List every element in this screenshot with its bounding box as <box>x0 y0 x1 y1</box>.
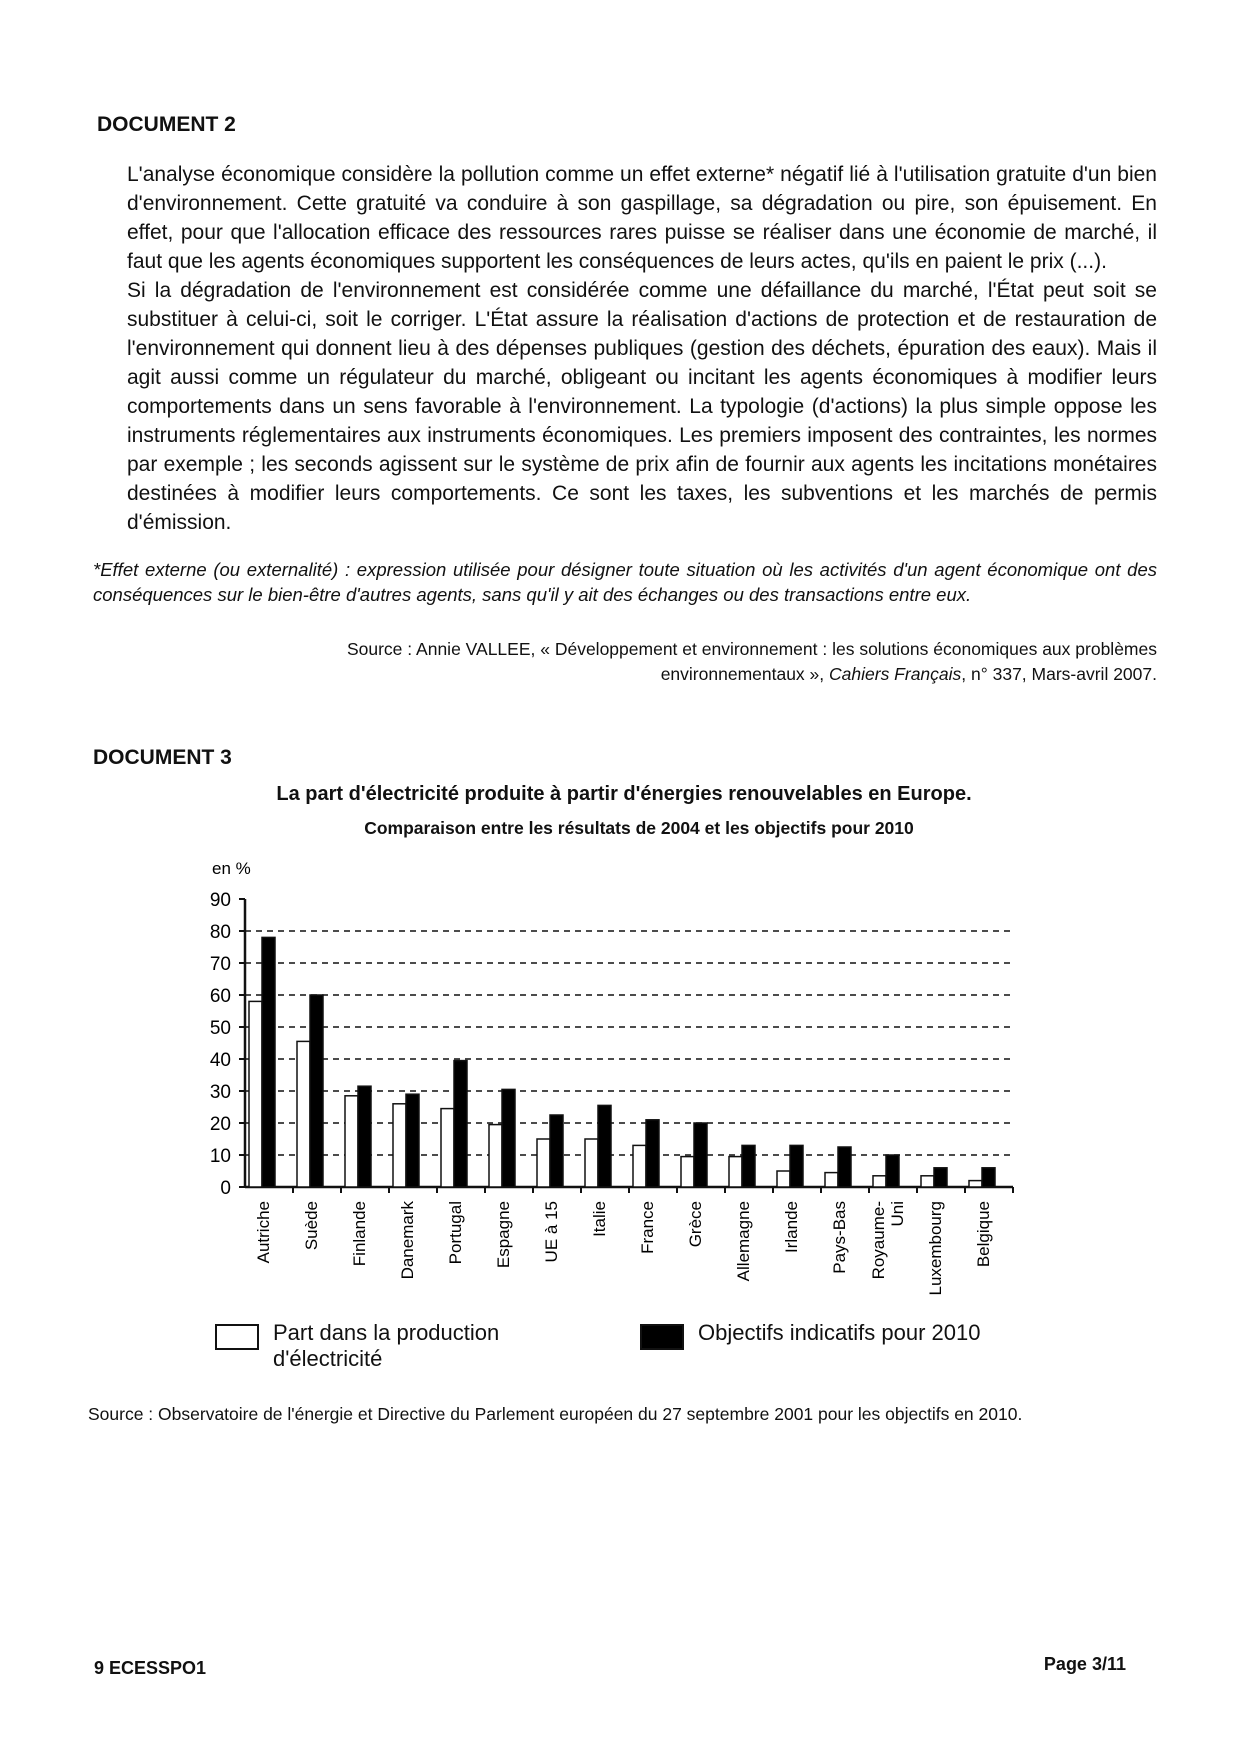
legend-item-part: Part dans la production d'électricité <box>215 1320 640 1372</box>
bar-objectif-2010 <box>405 1093 420 1188</box>
page-number: Page 3/11 <box>1043 1654 1126 1674</box>
bar-objectif-2010 <box>453 1059 468 1188</box>
x-category-label: Pays-Bas <box>830 1201 849 1274</box>
chart-title: La part d'électricité produite à partir … <box>276 783 972 805</box>
bar-part-2004 <box>488 1123 503 1188</box>
source-publication: Cahiers Français <box>829 664 962 684</box>
bar-part-2004 <box>872 1175 887 1188</box>
legend-item-objectifs: Objectifs indicatifs pour 2010 <box>640 1320 981 1372</box>
x-category-label: Belgique <box>974 1201 993 1267</box>
y-tick-label: 20 <box>210 1114 231 1135</box>
document-2-heading: DOCUMENT 2 <box>97 113 236 136</box>
bar-part-2004 <box>584 1138 599 1188</box>
footnote: *Effet externe (ou externalité) : expres… <box>93 559 1157 605</box>
bar-objectif-2010 <box>741 1144 756 1188</box>
x-category-label: Suède <box>302 1201 321 1250</box>
y-tick-label: 10 <box>210 1146 231 1167</box>
y-tick-label: 60 <box>210 986 231 1007</box>
y-tick-label: 50 <box>210 1018 231 1039</box>
source-line: Source : Annie VALLEE, « Développement e… <box>346 639 1157 659</box>
bar-part-2004 <box>824 1171 839 1188</box>
bar-objectif-2010 <box>981 1167 996 1188</box>
bar-objectif-2010 <box>645 1119 660 1188</box>
paragraph: Si la dégradation de l'environnement est… <box>127 279 1157 534</box>
bar-chart: en % 0 10 20 30 40 50 60 70 80 90 Autriche Suède Finl… <box>210 859 1014 1296</box>
document-2-text: L'analyse économique considère la pollut… <box>127 160 1157 537</box>
document-3-source: Source : Observatoire de l'énergie et Di… <box>88 1404 1023 1424</box>
legend: Part dans la production d'électricité Ob… <box>215 1320 1248 1372</box>
x-category-label: Uni <box>888 1201 907 1227</box>
source-text: environnementaux », <box>660 664 830 684</box>
x-category-label: Portugal <box>446 1201 465 1264</box>
bar-objectif-2010 <box>261 936 276 1188</box>
legend-label: Objectifs indicatifs pour 2010 <box>698 1320 981 1345</box>
bar-part-2004 <box>296 1040 311 1188</box>
bar-part-2004 <box>776 1170 791 1188</box>
y-tick-label: 0 <box>220 1178 231 1199</box>
bar-objectif-2010 <box>789 1144 804 1188</box>
document-3-heading: DOCUMENT 3 <box>93 746 232 769</box>
x-category-label: France <box>638 1201 657 1254</box>
x-category-label: Finlande <box>350 1201 369 1266</box>
bar-objectif-2010 <box>357 1085 372 1188</box>
x-category-label: Irlande <box>782 1201 801 1253</box>
paragraph: L'analyse économique considère la pollut… <box>127 163 1157 273</box>
source-text: , n° 337, Mars-avril 2007. <box>961 664 1157 684</box>
x-category-label: Espagne <box>494 1201 513 1268</box>
bar-objectif-2010 <box>933 1167 948 1188</box>
bar-objectif-2010 <box>597 1104 612 1188</box>
y-tick-label: 80 <box>210 922 231 943</box>
bar-part-2004 <box>392 1103 407 1188</box>
y-tick-label: 30 <box>210 1082 231 1103</box>
x-category-label: Royaume- <box>869 1201 888 1279</box>
bar-objectif-2010 <box>501 1088 516 1188</box>
page-content: DOCUMENT 2 L'analyse économique considèr… <box>0 112 1248 1426</box>
bar-objectif-2010 <box>885 1154 900 1188</box>
document-2-source: Source : Annie VALLEE, « Développement e… <box>180 637 1157 687</box>
x-category-label: Luxembourg <box>926 1201 945 1296</box>
y-tick-label: 90 <box>210 890 231 911</box>
x-category-label: Italie <box>590 1201 609 1237</box>
x-category-label: Danemark <box>398 1201 417 1280</box>
x-category-label: Autriche <box>254 1201 273 1263</box>
bar-part-2004 <box>248 1000 263 1188</box>
legend-swatch-black <box>640 1324 684 1350</box>
bar-objectif-2010 <box>549 1114 564 1188</box>
bar-objectif-2010 <box>837 1146 852 1188</box>
y-tick-label: 40 <box>210 1050 231 1071</box>
legend-swatch-white <box>215 1324 259 1350</box>
bar-part-2004 <box>680 1155 695 1188</box>
source-line: environnementaux », Cahiers Français, n°… <box>180 662 1157 687</box>
bar-part-2004 <box>968 1179 983 1188</box>
x-category-label: Allemagne <box>734 1201 753 1281</box>
x-category-label: UE à 15 <box>542 1201 561 1262</box>
y-axis-unit: en % <box>212 859 251 878</box>
y-tick-label: 70 <box>210 954 231 975</box>
legend-label: Part dans la production d'électricité <box>273 1320 500 1371</box>
bar-part-2004 <box>536 1138 551 1188</box>
bar-part-2004 <box>920 1175 935 1188</box>
bar-part-2004 <box>344 1095 359 1188</box>
bar-part-2004 <box>632 1144 647 1188</box>
bar-part-2004 <box>440 1107 455 1188</box>
chart-subtitle: Comparaison entre les résultats de 2004 … <box>364 818 914 838</box>
exam-code: 9 ECESSPO1 <box>94 1658 207 1678</box>
x-category-label: Grèce <box>686 1201 705 1247</box>
bar-objectif-2010 <box>693 1122 708 1188</box>
bar-part-2004 <box>728 1155 743 1188</box>
bar-objectif-2010 <box>309 994 324 1188</box>
